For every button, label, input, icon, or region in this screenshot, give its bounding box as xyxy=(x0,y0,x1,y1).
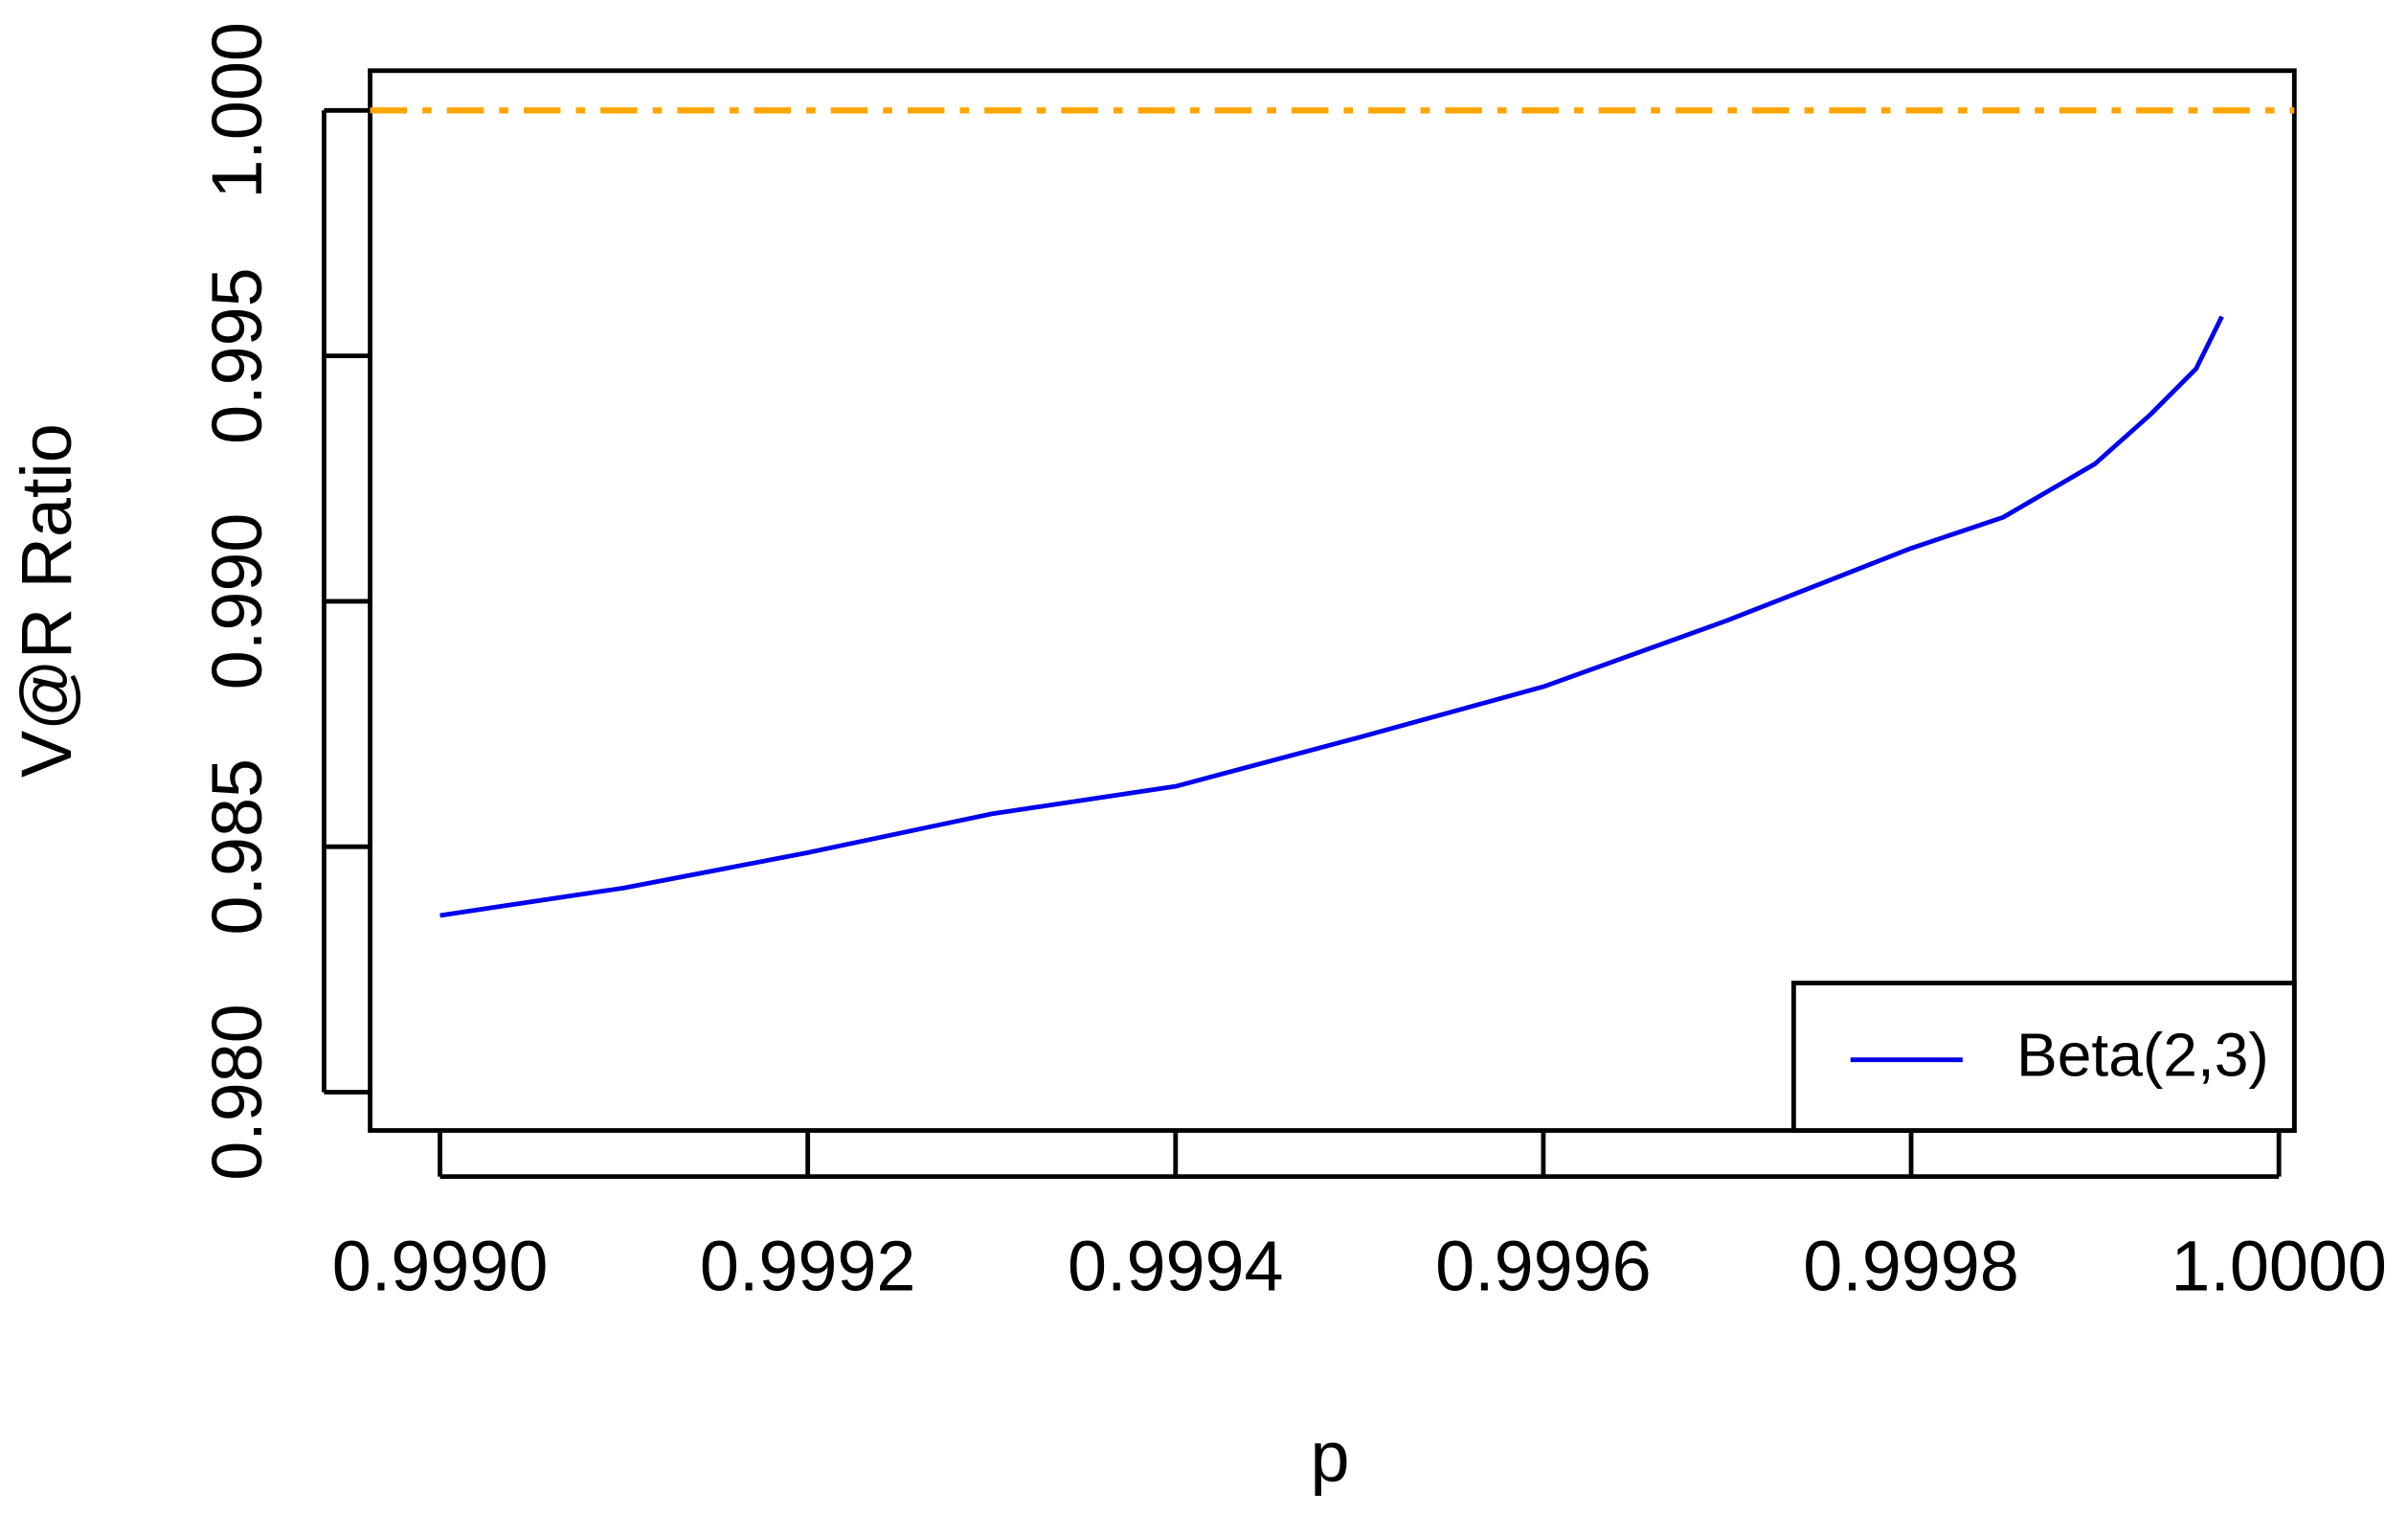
legend-label: Beta(2,3) xyxy=(2016,1021,2269,1090)
y-tick-label: 0.995 xyxy=(197,267,277,444)
y-axis-title: V@R Ratio xyxy=(7,423,86,778)
x-tick-label: 0.9990 xyxy=(332,1227,549,1306)
y-tick-label: 1.000 xyxy=(197,22,277,199)
x-tick-label: 1.0000 xyxy=(2171,1227,2387,1306)
legend-box xyxy=(1791,981,2297,1133)
plot-frame xyxy=(368,68,2297,1133)
x-tick-label: 0.9998 xyxy=(1803,1227,2019,1306)
y-tick-label: 0.980 xyxy=(197,1004,277,1181)
y-tick-label: 0.985 xyxy=(197,758,277,936)
x-tick-label: 0.9992 xyxy=(700,1227,916,1306)
x-axis-title: p xyxy=(1311,1416,1350,1496)
x-tick-label: 0.9996 xyxy=(1435,1227,1652,1306)
data-line xyxy=(439,315,2224,918)
y-tick-label: 0.990 xyxy=(197,513,277,690)
x-tick-label: 0.9994 xyxy=(1068,1227,1284,1306)
